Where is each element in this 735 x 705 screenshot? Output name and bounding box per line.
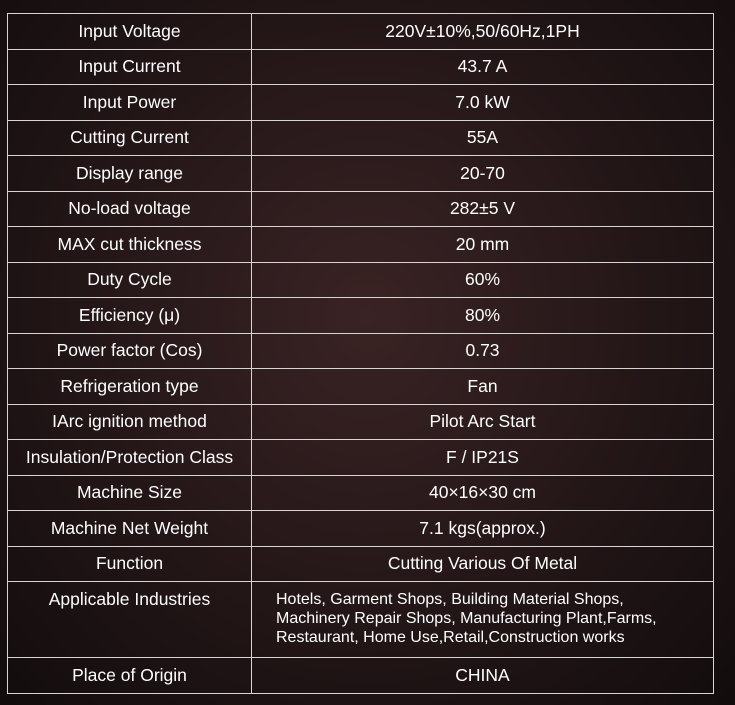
spec-label: MAX cut thickness (7, 226, 252, 263)
spec-label: Efficiency (μ) (7, 297, 252, 334)
spec-label: Machine Net Weight (7, 510, 252, 547)
spec-label: IArc ignition method (7, 403, 252, 440)
spec-value: 20-70 (251, 155, 714, 192)
table-row: Input Power 7.0 kW (7, 84, 714, 121)
spec-table: Input Voltage 220V±10%,50/60Hz,1PH Input… (7, 13, 714, 694)
table-row: Cutting Current 55A (7, 119, 714, 156)
table-row: Power factor (Cos) 0.73 (7, 332, 714, 369)
table-row: Machine Size 40×16×30 cm (7, 474, 714, 511)
spec-label: Machine Size (7, 474, 252, 511)
spec-label: Input Voltage (7, 13, 252, 50)
spec-value: 60% (251, 261, 714, 298)
spec-value: 43.7 A (251, 48, 714, 85)
spec-value: F / IP21S (251, 439, 714, 476)
spec-table-container: Input Voltage 220V±10%,50/60Hz,1PH Input… (7, 13, 714, 694)
spec-label: Applicable Industries (7, 581, 252, 658)
spec-label: Input Power (7, 84, 252, 121)
spec-value: CHINA (251, 657, 714, 694)
spec-label: No-load voltage (7, 190, 252, 227)
spec-value: 40×16×30 cm (251, 474, 714, 511)
spec-value: 220V±10%,50/60Hz,1PH (251, 13, 714, 50)
spec-value: Fan (251, 368, 714, 405)
table-row: IArc ignition method Pilot Arc Start (7, 403, 714, 440)
table-row: Refrigeration type Fan (7, 368, 714, 405)
spec-value: Hotels, Garment Shops, Building Material… (251, 581, 714, 658)
table-row: Insulation/Protection Class F / IP21S (7, 439, 714, 476)
spec-value: Pilot Arc Start (251, 403, 714, 440)
table-row: Efficiency (μ) 80% (7, 297, 714, 334)
table-row: Display range 20-70 (7, 155, 714, 192)
spec-value: 282±5 V (251, 190, 714, 227)
table-row: Input Current 43.7 A (7, 48, 714, 85)
table-row: Place of Origin CHINA (7, 657, 714, 694)
spec-value: Cutting Various Of Metal (251, 545, 714, 582)
table-row: Applicable Industries Hotels, Garment Sh… (7, 581, 714, 658)
spec-value: 7.1 kgs(approx.) (251, 510, 714, 547)
spec-label: Function (7, 545, 252, 582)
spec-label: Input Current (7, 48, 252, 85)
spec-value: 20 mm (251, 226, 714, 263)
spec-value: 7.0 kW (251, 84, 714, 121)
spec-value: 55A (251, 119, 714, 156)
table-row: MAX cut thickness 20 mm (7, 226, 714, 263)
spec-label: Insulation/Protection Class (7, 439, 252, 476)
spec-label: Display range (7, 155, 252, 192)
spec-label: Refrigeration type (7, 368, 252, 405)
spec-label: Place of Origin (7, 657, 252, 694)
spec-label: Power factor (Cos) (7, 332, 252, 369)
table-row: Function Cutting Various Of Metal (7, 545, 714, 582)
table-row: Machine Net Weight 7.1 kgs(approx.) (7, 510, 714, 547)
spec-label: Cutting Current (7, 119, 252, 156)
table-row: No-load voltage 282±5 V (7, 190, 714, 227)
spec-value: 0.73 (251, 332, 714, 369)
spec-label: Duty Cycle (7, 261, 252, 298)
table-row: Duty Cycle 60% (7, 261, 714, 298)
table-row: Input Voltage 220V±10%,50/60Hz,1PH (7, 13, 714, 50)
spec-value: 80% (251, 297, 714, 334)
